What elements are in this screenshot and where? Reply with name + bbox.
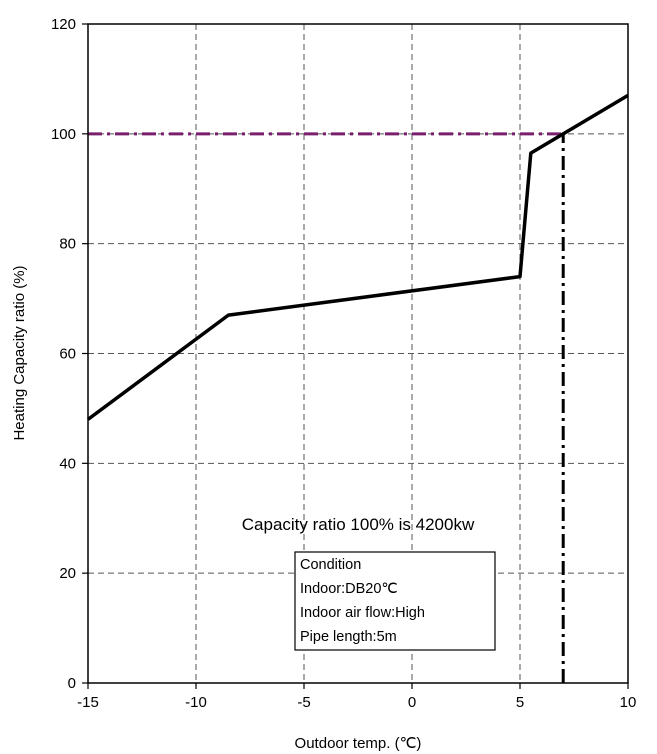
x-tick-label: -10 <box>185 694 207 711</box>
y-axis-label: Heating Capacity ratio (%) <box>11 265 28 440</box>
x-tick-label: 5 <box>516 694 524 711</box>
y-tick-label: 0 <box>68 675 76 692</box>
condition-indoor: Indoor:DB20℃ <box>300 581 398 597</box>
condition-air-flow: Indoor air flow:High <box>300 605 425 621</box>
y-tick-label: 120 <box>51 16 76 33</box>
y-tick-label: 20 <box>59 565 76 582</box>
condition-title: Condition <box>300 557 361 573</box>
x-tick-label: -15 <box>77 694 99 711</box>
capacity-note: Capacity ratio 100% is 4200kw <box>242 515 475 534</box>
condition-box: Condition Indoor:DB20℃ Indoor air flow:H… <box>295 552 495 650</box>
y-tick-label: 60 <box>59 346 76 363</box>
capacity-series-line <box>88 95 628 419</box>
x-axis-label: Outdoor temp. (℃) <box>295 735 422 752</box>
series <box>88 95 628 419</box>
condition-pipe-length: Pipe length:5m <box>300 629 397 645</box>
x-tick-label: 0 <box>408 694 416 711</box>
y-tick-label: 80 <box>59 236 76 253</box>
x-tick-label: -5 <box>297 694 310 711</box>
x-tick-label: 10 <box>620 694 637 711</box>
y-tick-label: 100 <box>51 126 76 143</box>
y-tick-label: 40 <box>59 455 76 472</box>
